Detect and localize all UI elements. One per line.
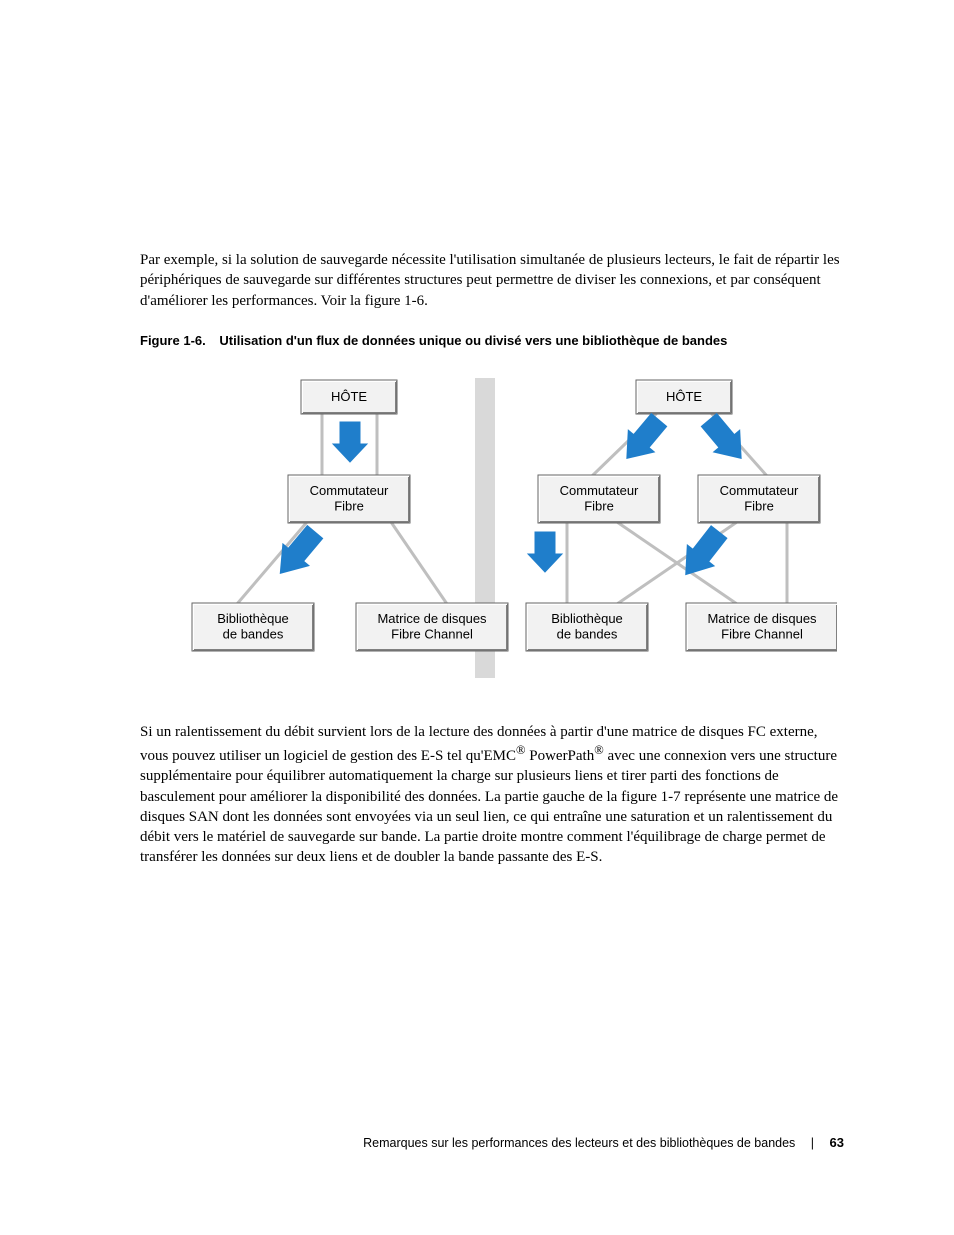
svg-text:de bandes: de bandes — [223, 626, 284, 641]
svg-text:Fibre: Fibre — [584, 498, 614, 513]
svg-text:Bibliothèque: Bibliothèque — [551, 611, 623, 626]
para2-post: avec une connexion vers une structure su… — [140, 748, 838, 865]
svg-text:Bibliothèque: Bibliothèque — [217, 611, 289, 626]
svg-text:Matrice de disques: Matrice de disques — [707, 611, 817, 626]
intro-paragraph: Par exemple, si la solution de sauvegard… — [140, 250, 844, 311]
registered-mark: ® — [594, 743, 604, 757]
svg-text:de bandes: de bandes — [557, 626, 618, 641]
svg-text:Fibre: Fibre — [744, 498, 774, 513]
footer-text: Remarques sur les performances des lecte… — [363, 1136, 795, 1150]
page-footer: Remarques sur les performances des lecte… — [363, 1135, 844, 1150]
footer-page-number: 63 — [830, 1135, 844, 1150]
figure-label: Figure 1-6. — [140, 333, 206, 348]
figure-diagram: HÔTECommutateurFibreBibliothèquede bande… — [140, 366, 844, 696]
flowchart-svg: HÔTECommutateurFibreBibliothèquede bande… — [147, 366, 837, 696]
svg-text:HÔTE: HÔTE — [331, 389, 367, 404]
svg-text:Commutateur: Commutateur — [560, 483, 639, 498]
svg-text:HÔTE: HÔTE — [666, 389, 702, 404]
para2-mid: PowerPath — [525, 748, 594, 764]
svg-text:Fibre Channel: Fibre Channel — [721, 626, 803, 641]
figure-caption-text: Utilisation d'un flux de données unique … — [219, 333, 727, 348]
figure-caption: Figure 1-6. Utilisation d'un flux de don… — [140, 333, 844, 348]
footer-separator: | — [811, 1136, 814, 1150]
body-paragraph-2: Si un ralentissement du débit survient l… — [140, 722, 844, 868]
svg-text:Fibre: Fibre — [334, 498, 364, 513]
svg-text:Commutateur: Commutateur — [720, 483, 799, 498]
svg-text:Fibre Channel: Fibre Channel — [391, 626, 473, 641]
svg-text:Matrice de disques: Matrice de disques — [377, 611, 487, 626]
svg-text:Commutateur: Commutateur — [310, 483, 389, 498]
